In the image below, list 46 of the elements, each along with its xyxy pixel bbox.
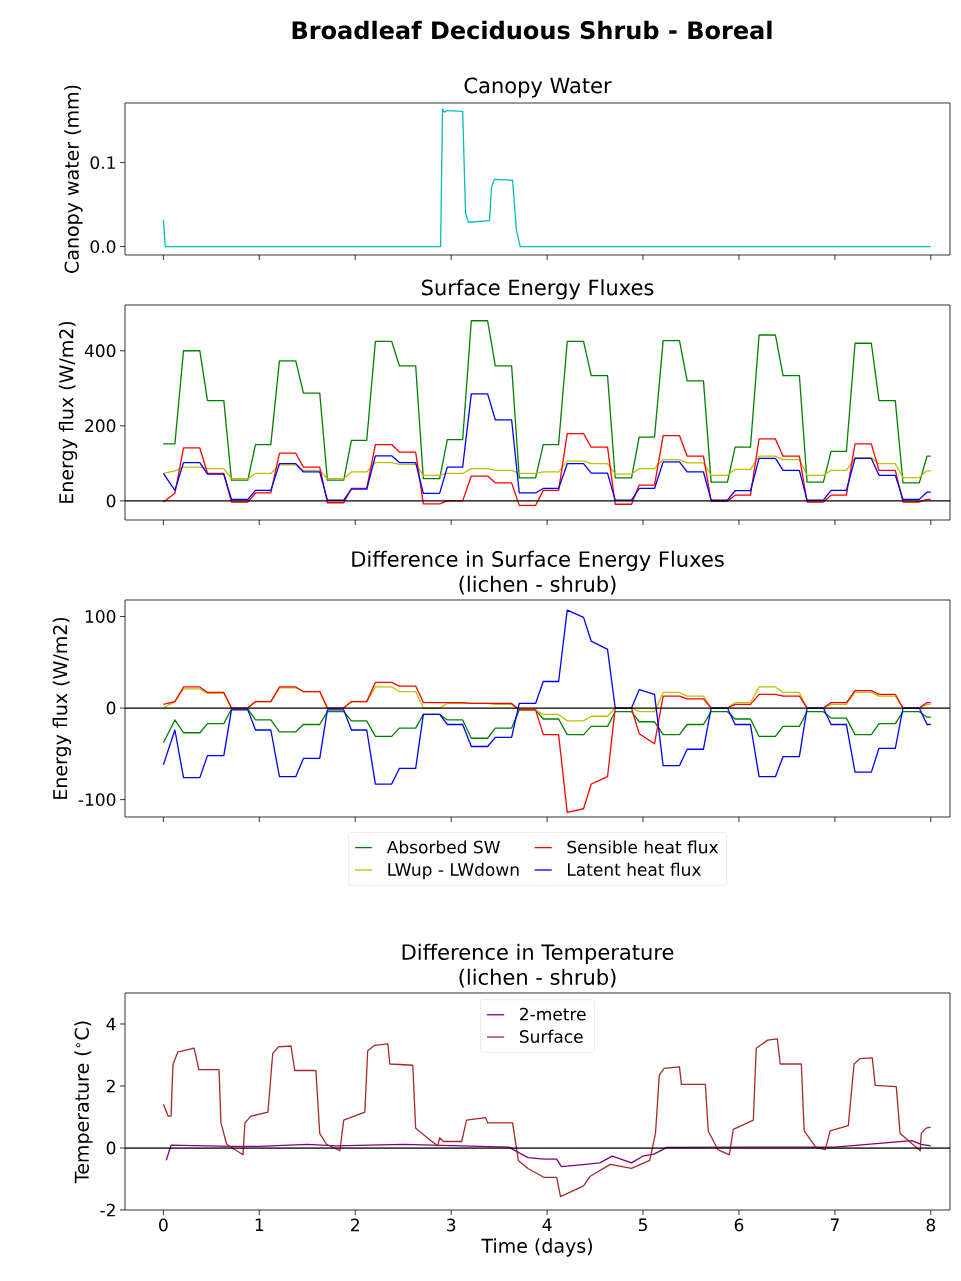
legend-label: Absorbed SW — [386, 840, 500, 854]
line-series — [162, 455, 932, 480]
chart-title: Difference in Surface Energy Fluxes — [352, 550, 724, 572]
legend-label: LWup - LWdown — [388, 862, 519, 880]
x-tick-label: 7 — [830, 1218, 839, 1231]
chart-subtitle: (lichen - shrub) — [459, 968, 616, 988]
line-series — [162, 320, 932, 484]
x-tick-label: 1 — [255, 1218, 264, 1231]
chart-title: Difference in Temperature — [402, 943, 674, 965]
y-axis-title: Temperature ($^{∘}$C) — [74, 1021, 93, 1184]
chart-subtitle: (lichen - shrub) — [459, 575, 616, 595]
line-series — [162, 433, 932, 507]
y-tick-label: 0.1 — [90, 156, 115, 170]
y-axis-title: Energy flux (W/m2) — [58, 321, 78, 503]
y-axis-title: Energy flux (W/m2) — [52, 617, 72, 799]
y-tick-label: 100 — [85, 610, 116, 623]
y-tick-label: -100 — [78, 793, 116, 807]
legend-label: Latent heat flux — [568, 862, 701, 876]
y-tick-label: 0.0 — [90, 240, 116, 254]
line-series — [162, 609, 932, 785]
x-tick-label: 2 — [351, 1218, 359, 1232]
y-tick-label: 0 — [106, 701, 116, 715]
chart-title: Surface Energy Fluxes — [422, 279, 654, 300]
y-tick-label: -2 — [100, 1203, 115, 1217]
chart-subtitle: Canopy Water — [464, 77, 612, 98]
x-tick-label: 5 — [638, 1218, 647, 1232]
x-tick-label: 8 — [926, 1218, 936, 1232]
line-series — [162, 708, 932, 744]
y-tick-label: 400 — [84, 344, 116, 358]
chart-title: Broadleaf Deciduous Shrub - Boreal — [292, 20, 772, 40]
legend-label: Surface — [519, 1029, 583, 1043]
x-axis-title: Time (days) — [481, 1238, 592, 1257]
line-series — [162, 393, 932, 501]
x-tick-label: 3 — [447, 1218, 456, 1232]
y-tick-label: 2 — [106, 1079, 115, 1093]
y-tick-label: 0 — [106, 1141, 116, 1155]
y-tick-label: 0 — [106, 494, 116, 508]
y-axis-title: Canopy water (mm) — [64, 85, 83, 273]
y-tick-label: 200 — [85, 419, 116, 433]
legend-label: 2-metre — [520, 1007, 586, 1021]
x-tick-label: 6 — [734, 1218, 744, 1232]
legend-label: Sensible heat flux — [567, 840, 719, 854]
line-series — [162, 108, 932, 248]
x-tick-label: 0 — [159, 1218, 168, 1232]
x-tick-label: 4 — [542, 1218, 552, 1231]
y-tick-label: 4 — [106, 1017, 116, 1031]
